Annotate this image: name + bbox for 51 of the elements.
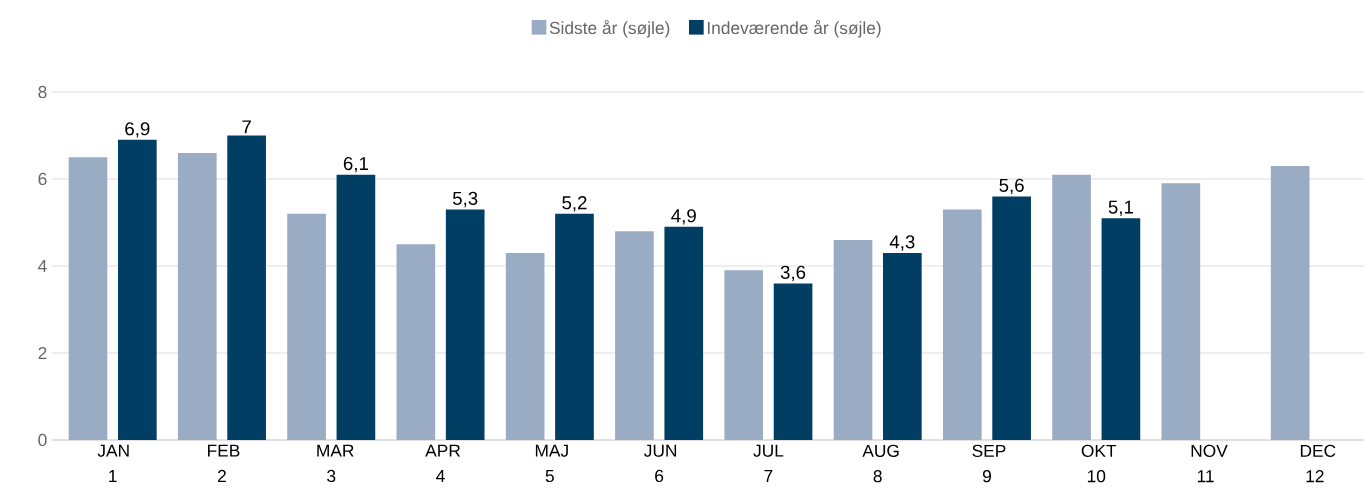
y-tick-label: 0 bbox=[38, 433, 47, 447]
data-label: 3,6 bbox=[780, 265, 806, 282]
y-tick-label: 6 bbox=[38, 172, 47, 186]
bar bbox=[1052, 174, 1091, 440]
x-tick-label: AUG 8 bbox=[862, 444, 899, 483]
data-label: 4,9 bbox=[671, 209, 696, 225]
bar bbox=[505, 252, 545, 440]
x-tick-label: NOV 11 bbox=[1191, 444, 1228, 483]
bar bbox=[68, 157, 108, 440]
legend-label: Indeværende år (søjle) bbox=[707, 19, 881, 38]
bar bbox=[445, 209, 485, 440]
x-tick-label: DEC 12 bbox=[1300, 444, 1336, 483]
data-label: 4,3 bbox=[889, 235, 915, 251]
x-tick-label: FEB 2 bbox=[208, 444, 240, 482]
bar bbox=[177, 152, 217, 440]
bar bbox=[227, 135, 266, 440]
x-tick-label: JUN 6 bbox=[644, 444, 677, 483]
bar bbox=[1101, 218, 1141, 440]
data-label: 5,6 bbox=[999, 178, 1024, 195]
data-label: 5,3 bbox=[452, 191, 478, 208]
x-tick-label: APR 4 bbox=[425, 444, 461, 482]
legend-label: Sidste år (søjle) bbox=[549, 19, 670, 38]
x-tick-label: MAR 3 bbox=[317, 444, 354, 483]
bar bbox=[555, 213, 594, 440]
x-tick-label: JUL 7 bbox=[753, 444, 784, 482]
bar bbox=[396, 244, 436, 440]
bar bbox=[1161, 183, 1201, 440]
x-tick-label: MAJ 5 bbox=[535, 444, 568, 483]
bar bbox=[883, 252, 922, 440]
bar bbox=[1270, 165, 1310, 440]
bar bbox=[118, 139, 157, 440]
y-tick-label: 2 bbox=[38, 346, 47, 360]
data-label: 7 bbox=[242, 120, 251, 134]
data-label: 5,1 bbox=[1108, 200, 1133, 216]
y-tick-label: 4 bbox=[38, 260, 47, 272]
data-label: 6,9 bbox=[125, 122, 150, 138]
x-tick-label: SEP 9 bbox=[972, 444, 1006, 483]
data-label: 5,2 bbox=[562, 196, 587, 212]
data-label: 6,1 bbox=[343, 156, 368, 173]
bar bbox=[992, 196, 1031, 440]
bar bbox=[942, 209, 982, 440]
bar bbox=[833, 239, 873, 440]
x-tick-label: OKT 10 bbox=[1081, 444, 1117, 483]
bar bbox=[724, 270, 764, 440]
bar bbox=[336, 174, 376, 440]
bar bbox=[664, 226, 704, 440]
y-tick-label: 8 bbox=[38, 85, 47, 99]
bar bbox=[773, 283, 813, 440]
bar bbox=[287, 213, 326, 440]
bar bbox=[615, 231, 654, 440]
x-tick-label: JAN 1 bbox=[97, 444, 129, 482]
